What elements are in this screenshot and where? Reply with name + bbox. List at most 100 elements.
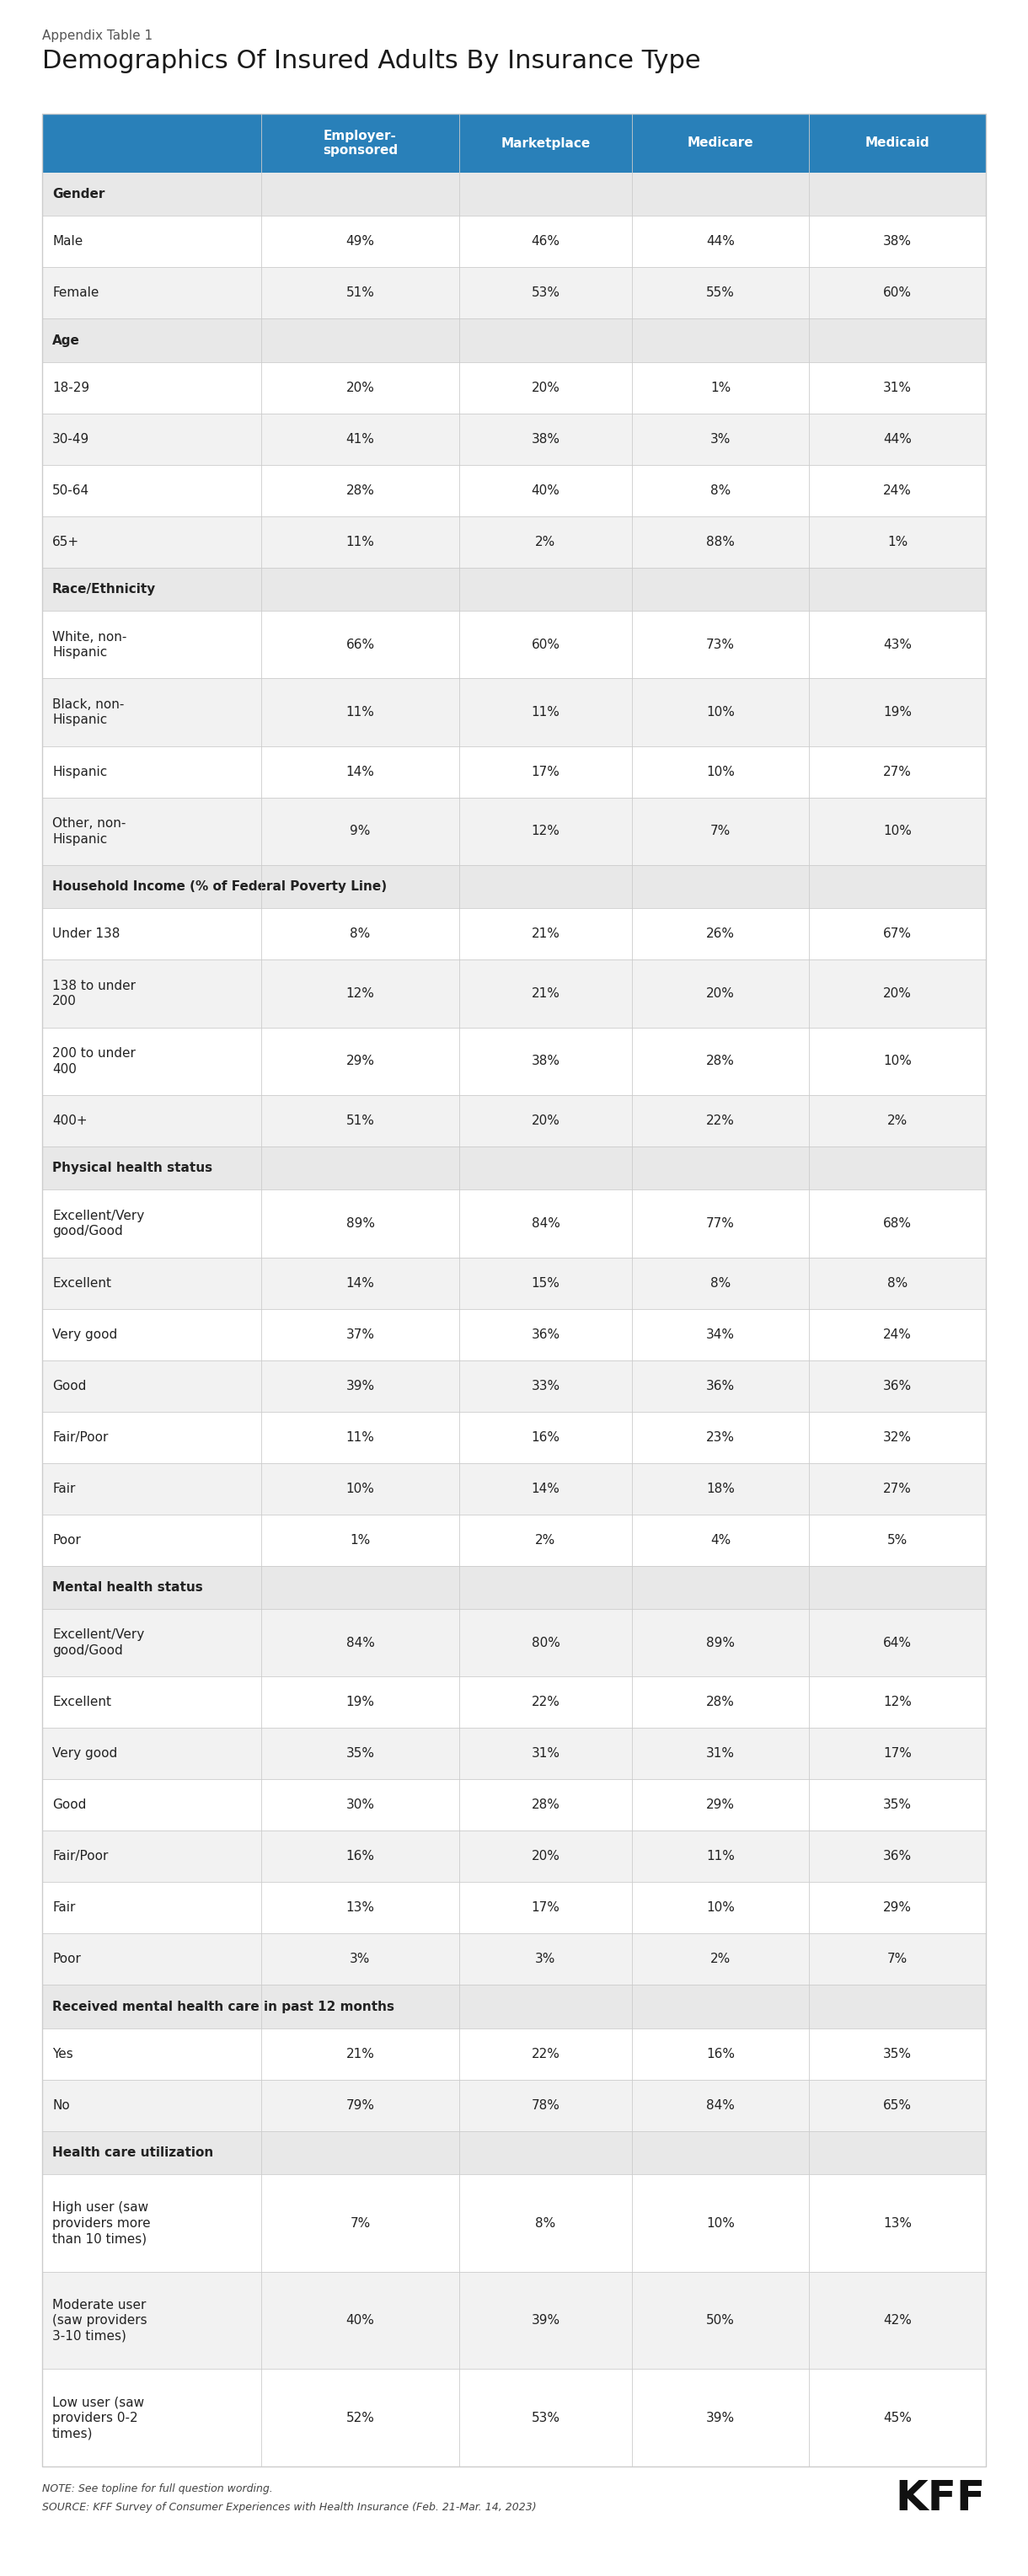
- Text: 17%: 17%: [883, 1747, 912, 1759]
- Bar: [42, 363, 986, 412]
- Text: Hispanic: Hispanic: [52, 765, 107, 778]
- Text: 78%: 78%: [531, 2099, 560, 2112]
- Text: 35%: 35%: [345, 1747, 374, 1759]
- Text: Mental health status: Mental health status: [52, 1582, 203, 1595]
- Text: 31%: 31%: [706, 1747, 735, 1759]
- Text: Under 138: Under 138: [52, 927, 120, 940]
- Text: 41%: 41%: [346, 433, 374, 446]
- Text: 24%: 24%: [883, 1329, 912, 1340]
- Text: 28%: 28%: [531, 1798, 560, 1811]
- Bar: [42, 113, 986, 173]
- Text: 28%: 28%: [346, 484, 374, 497]
- Text: 10%: 10%: [706, 1901, 735, 1914]
- Text: Poor: Poor: [52, 1953, 81, 1965]
- Bar: [42, 1677, 986, 1728]
- Text: 4%: 4%: [710, 1533, 731, 1546]
- Bar: [42, 1146, 986, 1190]
- Text: Physical health status: Physical health status: [52, 1162, 213, 1175]
- Text: 10%: 10%: [346, 1481, 374, 1494]
- Text: 38%: 38%: [531, 433, 560, 446]
- Text: 10%: 10%: [706, 706, 735, 719]
- Text: 26%: 26%: [706, 927, 735, 940]
- Text: 40%: 40%: [531, 484, 560, 497]
- Bar: [42, 567, 986, 611]
- Text: Poor: Poor: [52, 1533, 81, 1546]
- Text: 73%: 73%: [706, 639, 735, 652]
- Text: 46%: 46%: [531, 234, 560, 247]
- Text: 7%: 7%: [350, 2218, 370, 2228]
- Text: Black, non-
Hispanic: Black, non- Hispanic: [52, 698, 124, 726]
- Text: 138 to under
200: 138 to under 200: [52, 979, 136, 1007]
- Bar: [42, 1412, 986, 1463]
- Bar: [42, 1095, 986, 1146]
- Bar: [42, 1566, 986, 1610]
- Text: 16%: 16%: [345, 1850, 374, 1862]
- Text: 60%: 60%: [531, 639, 560, 652]
- Text: 12%: 12%: [531, 824, 560, 837]
- Text: 20%: 20%: [883, 987, 912, 999]
- Bar: [42, 515, 986, 567]
- Text: Very good: Very good: [52, 1747, 117, 1759]
- Text: 79%: 79%: [345, 2099, 374, 2112]
- Text: Household Income (% of Federal Poverty Line): Household Income (% of Federal Poverty L…: [52, 881, 387, 894]
- Text: 88%: 88%: [706, 536, 735, 549]
- Text: Fair/Poor: Fair/Poor: [52, 1850, 108, 1862]
- Text: 14%: 14%: [346, 765, 374, 778]
- Text: 12%: 12%: [346, 987, 374, 999]
- Text: 49%: 49%: [345, 234, 374, 247]
- Text: 40%: 40%: [346, 2313, 374, 2326]
- Text: 10%: 10%: [883, 1056, 912, 1066]
- Text: Fair/Poor: Fair/Poor: [52, 1430, 108, 1443]
- Text: Race/Ethnicity: Race/Ethnicity: [52, 582, 156, 595]
- Text: 11%: 11%: [346, 536, 374, 549]
- Text: 27%: 27%: [883, 1481, 912, 1494]
- Bar: [42, 747, 986, 799]
- Bar: [42, 1610, 986, 1677]
- Text: No: No: [52, 2099, 70, 2112]
- Bar: [42, 2079, 986, 2130]
- Bar: [42, 799, 986, 866]
- Text: 36%: 36%: [883, 1850, 912, 1862]
- Text: 8%: 8%: [536, 2218, 556, 2228]
- Bar: [42, 1832, 986, 1883]
- Bar: [42, 412, 986, 464]
- Text: 8%: 8%: [887, 1278, 908, 1291]
- Text: 35%: 35%: [883, 2048, 912, 2061]
- Text: 43%: 43%: [883, 639, 912, 652]
- Text: Other, non-
Hispanic: Other, non- Hispanic: [52, 817, 125, 845]
- Text: 53%: 53%: [531, 2411, 560, 2424]
- Text: 15%: 15%: [531, 1278, 560, 1291]
- Bar: [42, 1515, 986, 1566]
- Text: 3%: 3%: [536, 1953, 556, 1965]
- Text: 3%: 3%: [710, 433, 731, 446]
- Text: 65+: 65+: [52, 536, 79, 549]
- Text: 20%: 20%: [531, 1850, 560, 1862]
- Bar: [42, 216, 986, 268]
- Text: 24%: 24%: [883, 484, 912, 497]
- Text: Female: Female: [52, 286, 99, 299]
- Text: 38%: 38%: [531, 1056, 560, 1066]
- Bar: [42, 1463, 986, 1515]
- Text: Marketplace: Marketplace: [501, 137, 590, 149]
- Bar: [42, 2272, 986, 2370]
- Bar: [42, 961, 986, 1028]
- Text: Employer-
sponsored: Employer- sponsored: [323, 129, 398, 157]
- Bar: [42, 1257, 986, 1309]
- Text: 8%: 8%: [710, 1278, 731, 1291]
- Text: Excellent/Very
good/Good: Excellent/Very good/Good: [52, 1208, 144, 1236]
- Text: 2%: 2%: [887, 1115, 908, 1128]
- Text: Appendix Table 1: Appendix Table 1: [42, 28, 152, 41]
- Bar: [42, 2370, 986, 2465]
- Bar: [42, 268, 986, 319]
- Text: 2%: 2%: [536, 1533, 556, 1546]
- Bar: [42, 677, 986, 747]
- Text: 36%: 36%: [706, 1381, 735, 1391]
- Text: 22%: 22%: [706, 1115, 735, 1128]
- Text: 10%: 10%: [883, 824, 912, 837]
- Bar: [42, 611, 986, 677]
- Text: NOTE: See topline for full question wording.: NOTE: See topline for full question word…: [42, 2483, 272, 2494]
- Text: 35%: 35%: [883, 1798, 912, 1811]
- Text: Demographics Of Insured Adults By Insurance Type: Demographics Of Insured Adults By Insura…: [42, 49, 701, 72]
- Text: 60%: 60%: [883, 286, 912, 299]
- Text: 11%: 11%: [706, 1850, 735, 1862]
